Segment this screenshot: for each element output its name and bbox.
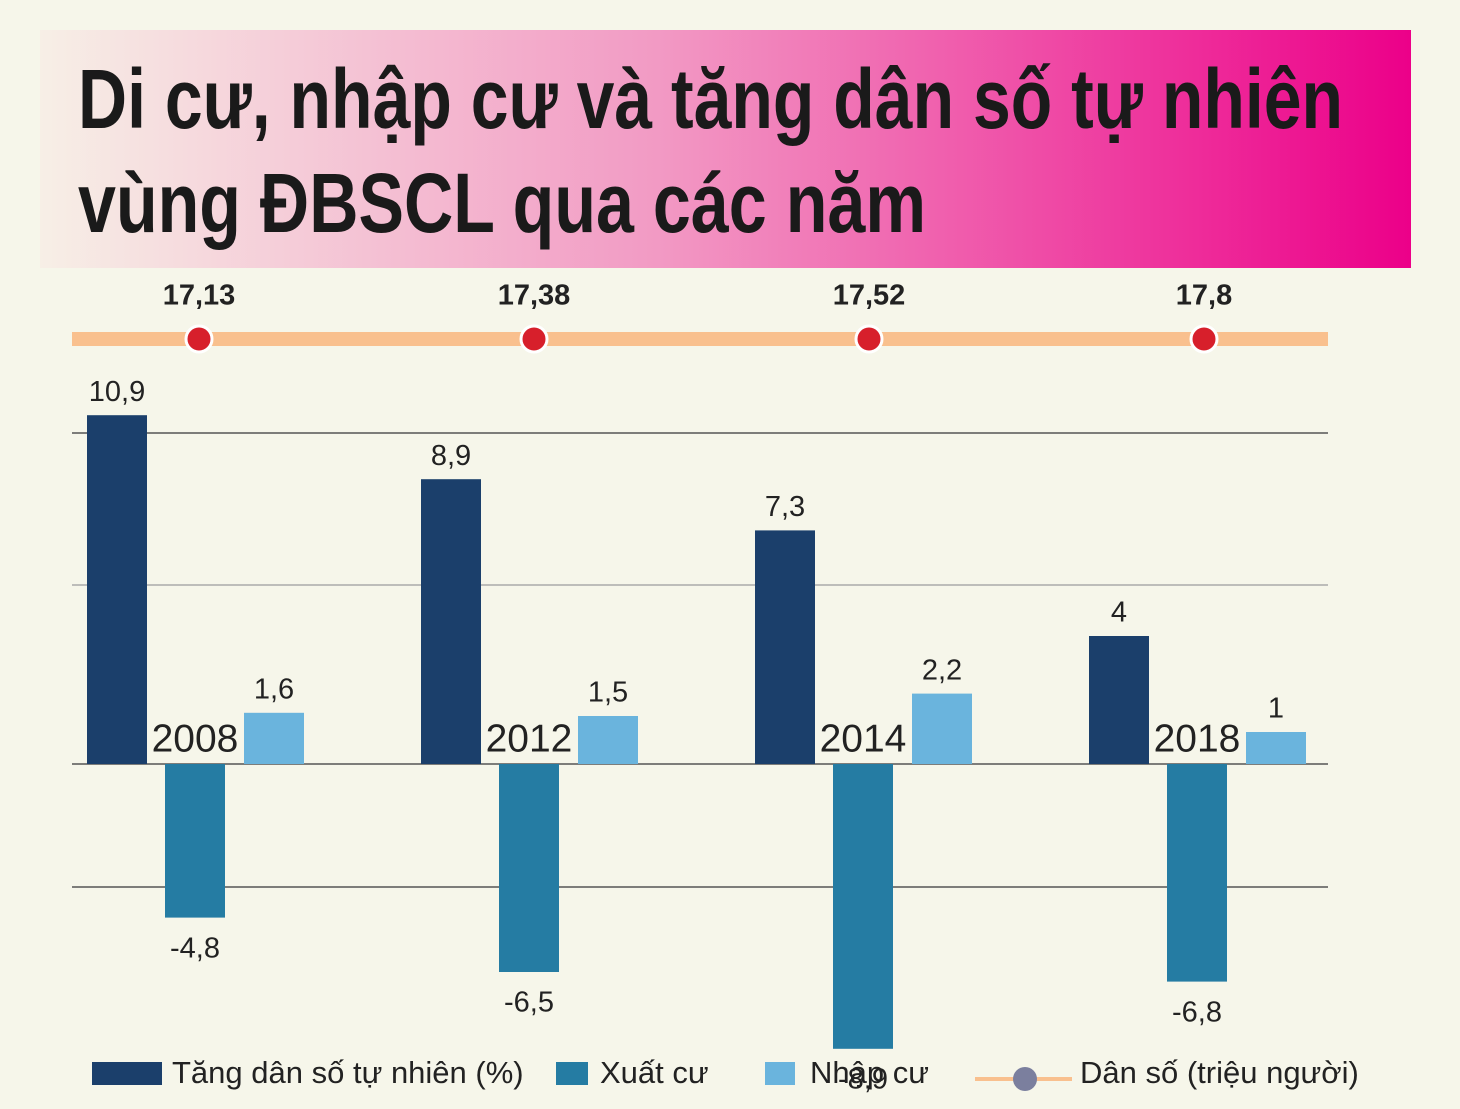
legend-swatch <box>765 1062 795 1085</box>
value-label: 8,9 <box>431 440 471 472</box>
value-label: -6,8 <box>1172 996 1222 1028</box>
population-marker <box>1189 324 1219 354</box>
x-tick-label: 2008 <box>152 717 239 760</box>
legend-label: Xuất cư <box>600 1055 709 1090</box>
x-tick-label: 2014 <box>820 717 907 760</box>
population-marker <box>519 324 549 354</box>
population-label: 17,13 <box>163 280 236 312</box>
population-label: 17,52 <box>833 280 906 312</box>
chart-title: Di cư, nhập cư và tăng dân số tự nhiên <box>78 52 1343 146</box>
bar <box>1246 732 1306 764</box>
legend-label: Dân số (triệu người) <box>1080 1055 1359 1090</box>
bar <box>912 693 972 764</box>
value-label: -4,8 <box>170 932 220 964</box>
bar <box>165 764 225 918</box>
bar <box>1167 764 1227 982</box>
value-label: 10,9 <box>89 376 145 408</box>
x-tick-label: 2018 <box>1154 717 1241 760</box>
legend-marker <box>1013 1067 1037 1091</box>
population-band <box>72 332 1328 346</box>
value-label: 1 <box>1268 693 1284 725</box>
legend-swatch <box>556 1062 588 1085</box>
value-label: 1,5 <box>588 677 628 709</box>
chart-title: vùng ĐBSCL qua các năm <box>78 156 926 250</box>
value-label: -8,9 <box>838 1063 888 1095</box>
population-label: 17,38 <box>498 280 571 312</box>
bar <box>244 712 304 764</box>
population-marker <box>854 324 884 354</box>
value-label: 1,6 <box>254 673 294 705</box>
bar <box>87 415 147 764</box>
x-tick-label: 2012 <box>486 717 573 760</box>
bar <box>499 764 559 972</box>
value-label: 2,2 <box>922 654 962 686</box>
population-marker <box>184 324 214 354</box>
value-label: 7,3 <box>765 491 805 523</box>
title-banner <box>40 30 1411 268</box>
bar <box>421 479 481 764</box>
value-label: -6,5 <box>504 987 554 1019</box>
bar <box>755 530 815 764</box>
population-label: 17,8 <box>1176 280 1232 312</box>
bar <box>1089 636 1149 764</box>
legend-swatch <box>92 1062 162 1085</box>
legend-label: Nhập cư <box>810 1055 929 1090</box>
bar <box>833 764 893 1049</box>
bar <box>578 716 638 764</box>
legend-label: Tăng dân số tự nhiên (%) <box>172 1055 524 1090</box>
value-label: 4 <box>1111 597 1127 629</box>
